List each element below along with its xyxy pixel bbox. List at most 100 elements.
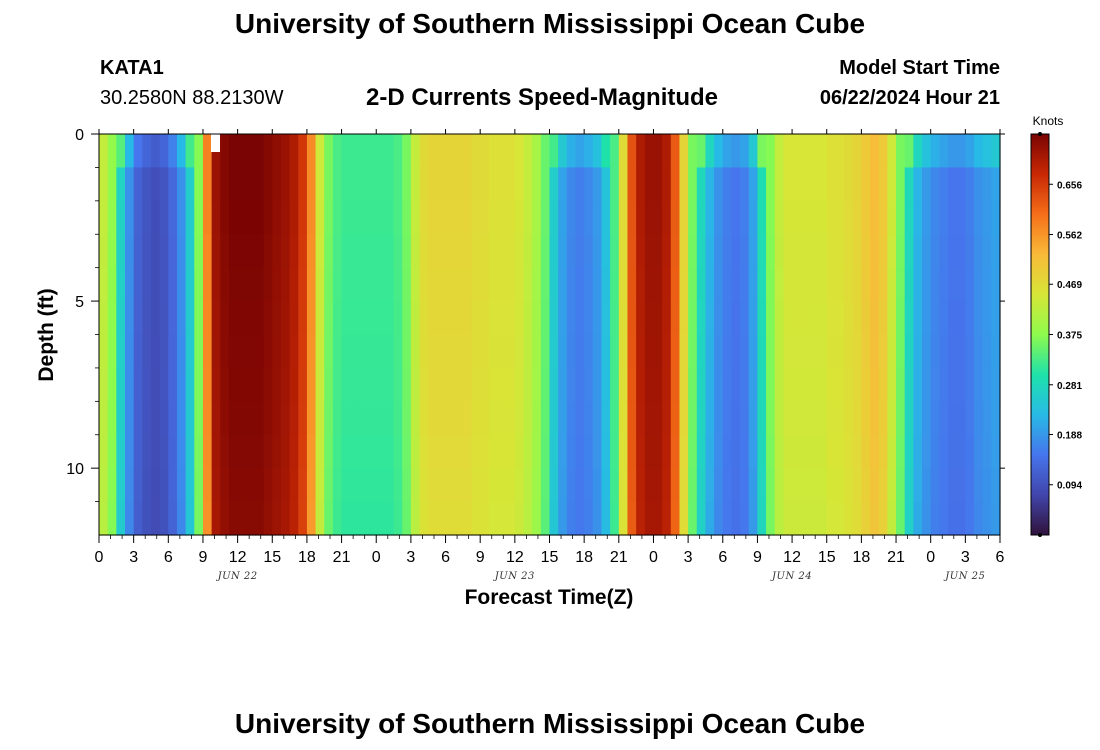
heatmap-cell [670, 200, 681, 235]
heatmap-cell [324, 401, 334, 436]
heatmap-cell [376, 134, 386, 169]
heatmap-cell [488, 267, 499, 302]
heatmap-cell [99, 334, 109, 369]
heatmap-cell [220, 267, 230, 302]
heatmap-cell [436, 301, 447, 336]
heatmap-cell [601, 234, 611, 269]
heatmap-cell [627, 401, 637, 436]
heatmap-cell [237, 234, 247, 269]
heatmap-cell [904, 468, 914, 503]
heatmap-cell [150, 434, 161, 469]
heatmap-cell [731, 167, 741, 202]
heatmap-cell [497, 234, 507, 269]
heatmap-cell [618, 468, 629, 503]
heatmap-cell [393, 468, 403, 503]
heatmap-cell [514, 167, 525, 202]
heatmap-cell [670, 334, 681, 369]
heatmap-cell [688, 434, 698, 469]
heatmap-cell [445, 501, 455, 536]
heatmap-cell [636, 468, 646, 503]
heatmap-cell [627, 234, 637, 269]
heatmap-cell [584, 434, 594, 469]
heatmap-cell [566, 434, 577, 469]
heatmap-cell [185, 167, 195, 202]
heatmap-cell [852, 134, 862, 169]
heatmap-cell [298, 267, 308, 302]
heatmap-cell [792, 501, 802, 536]
heatmap-cell [835, 334, 845, 369]
heatmap-cell [887, 468, 897, 503]
heatmap-cell [662, 200, 672, 235]
heatmap-cell [471, 334, 481, 369]
heatmap-cell [618, 434, 629, 469]
heatmap-cell [922, 367, 932, 402]
heatmap-cell [298, 167, 308, 202]
heatmap-cell [324, 367, 334, 402]
heatmap-cell [376, 267, 386, 302]
heatmap-cell [142, 234, 152, 269]
heatmap-cell [766, 267, 776, 302]
heatmap-cell [237, 134, 247, 169]
heatmap-cell [150, 367, 161, 402]
heatmap-cell [670, 234, 681, 269]
heatmap-cell [428, 468, 438, 503]
heatmap-cell [982, 167, 992, 202]
heatmap-cell [237, 301, 247, 336]
heatmap-cell [471, 234, 481, 269]
heatmap-cell [601, 200, 611, 235]
heatmap-cell [610, 167, 620, 202]
heatmap-cell [202, 167, 213, 202]
heatmap-cell [116, 234, 126, 269]
heatmap-cell [298, 200, 308, 235]
heatmap-cell [99, 200, 109, 235]
heatmap-cell [887, 267, 897, 302]
heatmap-cell [350, 501, 360, 536]
heatmap-cell [532, 434, 542, 469]
heatmap-cell [272, 334, 282, 369]
heatmap-cell [523, 501, 533, 536]
heatmap-cell [410, 301, 421, 336]
x-tick-label: 0 [926, 549, 935, 566]
heatmap-cell [376, 200, 386, 235]
heatmap-cell [532, 200, 542, 235]
heatmap-cell [116, 200, 126, 235]
heatmap-cell [662, 334, 672, 369]
heatmap-cell [306, 334, 317, 369]
heatmap-cell [341, 134, 351, 169]
heatmap-cell [610, 434, 620, 469]
heatmap-cell [445, 267, 455, 302]
model-start-label: Model Start Time [839, 57, 1000, 79]
missing-data-marker [211, 134, 220, 152]
heatmap-cell [930, 267, 940, 302]
heatmap-cell [263, 200, 273, 235]
heatmap-cell [471, 301, 481, 336]
heatmap-cell [904, 401, 914, 436]
heatmap-cell [315, 167, 325, 202]
heatmap-cell [662, 167, 672, 202]
heatmap-cell [549, 134, 559, 169]
heatmap-cell [991, 367, 1001, 402]
heatmap-cell [844, 301, 854, 336]
heatmap-cell [462, 301, 473, 336]
heatmap-cell [202, 434, 213, 469]
heatmap-cell [731, 434, 741, 469]
heatmap-cell [558, 167, 568, 202]
heatmap-cell [627, 134, 637, 169]
heatmap-cell [202, 401, 213, 436]
heatmap-cell [783, 234, 793, 269]
heatmap-cell [306, 468, 317, 503]
heatmap-cell [324, 501, 334, 536]
heatmap-cell [731, 234, 741, 269]
heatmap-cell [185, 334, 195, 369]
heatmap-cell [575, 301, 585, 336]
heatmap-cell [246, 434, 256, 469]
heatmap-cell [280, 200, 291, 235]
heatmap-cell [436, 401, 447, 436]
heatmap-cell [965, 200, 975, 235]
heatmap-cell [237, 200, 247, 235]
heatmap-cell [315, 334, 325, 369]
heatmap-cell [454, 434, 464, 469]
heatmap-cell [176, 267, 187, 302]
x-tick-label: 9 [199, 549, 208, 566]
heatmap-cell [168, 234, 178, 269]
